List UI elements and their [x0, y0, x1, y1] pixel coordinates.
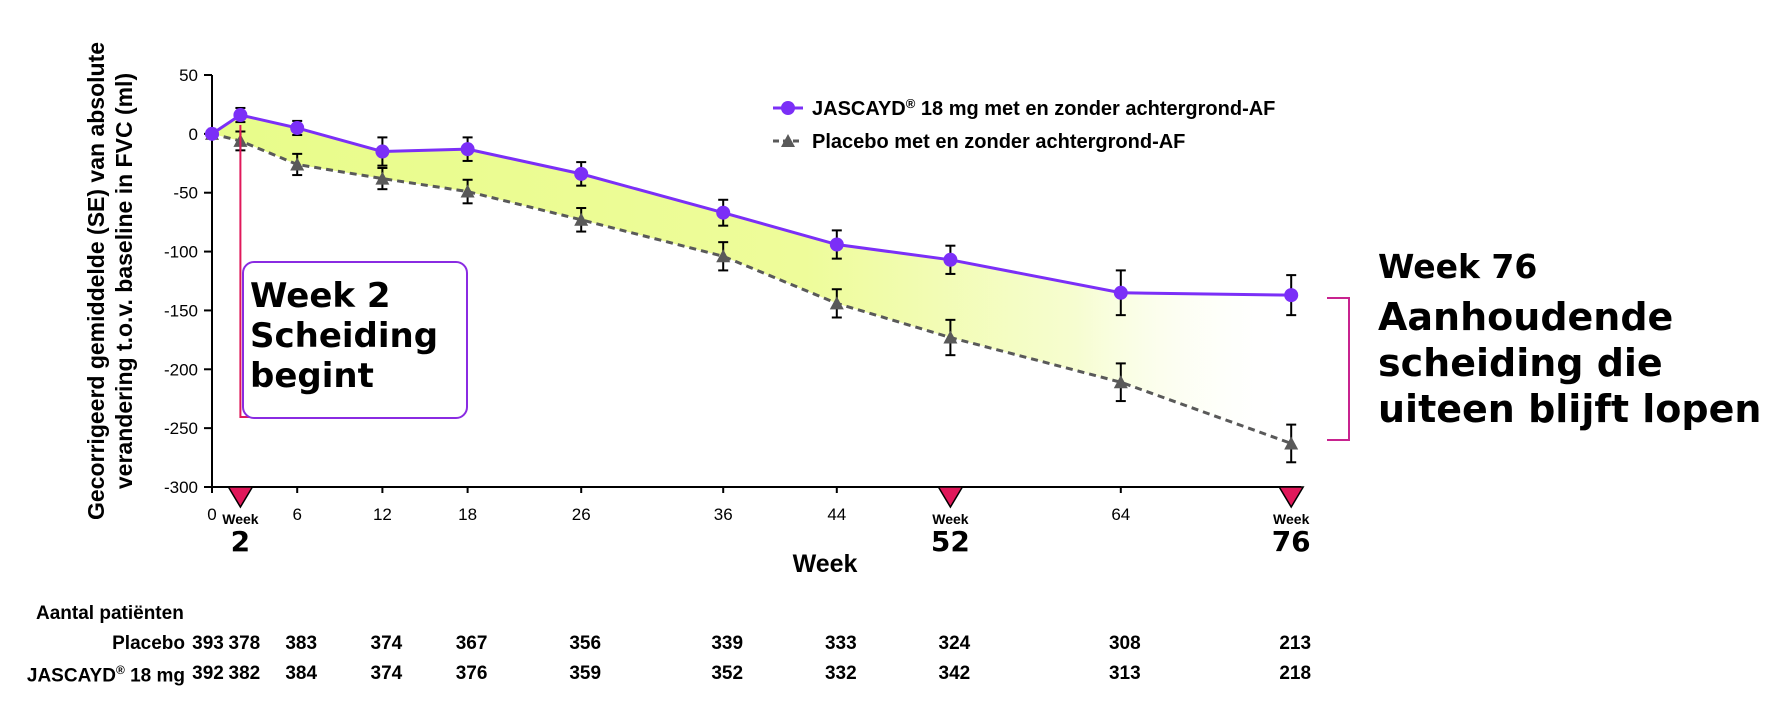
week-highlight-marker [1277, 486, 1305, 509]
patients-cell: 213 [1279, 633, 1312, 654]
x-tick-label-highlight: 76 [1272, 525, 1311, 558]
patients-cell: 376 [455, 663, 488, 684]
data-point [290, 120, 305, 135]
patients-cell: 378 [228, 633, 261, 654]
data-point [829, 296, 844, 310]
week76-line-3: uiteen blijft lopen [1378, 387, 1762, 431]
patients-row-label: JASCAYD® 18 mg [26, 663, 185, 687]
x-tick-label: 64 [1111, 505, 1130, 524]
data-point [375, 171, 390, 185]
data-point [574, 166, 589, 181]
data-point [460, 184, 475, 198]
patients-cell: 313 [1108, 663, 1141, 684]
data-point [1113, 285, 1128, 300]
data-point [716, 249, 731, 263]
week76-callout-text: Aanhoudende scheiding die uiteen blijft … [1378, 294, 1761, 432]
x-tick-highlight-prefix: Week [1273, 511, 1310, 527]
y-tick-label: 0 [189, 125, 198, 144]
data-point [233, 108, 248, 123]
data-point [574, 212, 589, 226]
y-tick-label: -300 [164, 478, 198, 497]
week-highlight-marker [937, 486, 964, 509]
patients-cell: 356 [569, 633, 602, 654]
data-point [1284, 288, 1299, 303]
x-tick-highlight-prefix: Week [222, 511, 259, 527]
week2-callout-text: Week 2 Scheiding begint [250, 276, 438, 396]
patients-cell: 342 [938, 663, 971, 684]
patients-cell: 333 [824, 633, 857, 654]
x-tick-label: 26 [572, 505, 591, 524]
y-tick-label: -50 [173, 184, 198, 203]
x-tick-label: 0 [207, 505, 216, 524]
legend-label: Placebo met en zonder achtergrond-AF [812, 131, 1185, 153]
week76-title: Week 76 [1378, 247, 1538, 286]
week2-line-3: begint [250, 356, 374, 396]
patients-cell: 374 [370, 663, 403, 684]
patients-cell: 308 [1108, 633, 1141, 654]
patients-table-title: Aantal patiënten [36, 603, 184, 624]
data-point [943, 252, 958, 267]
x-tick-label: 36 [714, 505, 733, 524]
week76-line-1: Aanhoudende [1378, 295, 1674, 339]
week-highlight-marker [227, 486, 254, 509]
legend-marker [781, 101, 795, 115]
week2-callout-box [242, 261, 468, 419]
data-point [460, 142, 475, 157]
week2-line-2: Scheiding [250, 316, 439, 356]
patients-cell: 332 [824, 663, 857, 684]
area-between-series [212, 115, 1292, 444]
data-point [829, 237, 844, 252]
patients-row-label: Placebo [112, 633, 185, 654]
patients-cell: 339 [711, 633, 744, 654]
patients-cell: 218 [1279, 663, 1312, 684]
patients-cell: 382 [228, 663, 261, 684]
data-point [1284, 436, 1299, 450]
patients-cell: 367 [455, 633, 488, 654]
patients-cell: 324 [938, 633, 971, 654]
data-point [375, 144, 390, 159]
series-0 [205, 106, 1299, 317]
y-tick-label: -250 [164, 419, 198, 438]
y-tick-label: -150 [164, 301, 198, 320]
week76-line-2: scheiding die [1378, 341, 1663, 385]
data-point [943, 330, 958, 344]
x-tick-label: 44 [827, 505, 846, 524]
data-point [1113, 375, 1128, 389]
x-axis-title: Week [793, 550, 858, 578]
patients-cell: 384 [285, 663, 318, 684]
week2-line-1: Week 2 [250, 276, 391, 316]
data-point [205, 126, 219, 141]
patients-cell: 392 [192, 663, 224, 684]
y-tick-label: -200 [164, 360, 198, 379]
data-point [290, 157, 305, 171]
legend-label: JASCAYD® 18 mg met en zonder achtergrond… [812, 96, 1275, 120]
x-tick-label: 6 [292, 505, 301, 524]
y-tick-label: -100 [164, 243, 198, 262]
patients-cell: 393 [192, 633, 224, 654]
x-tick-label: 12 [373, 505, 392, 524]
x-tick-label-highlight: 52 [931, 525, 970, 558]
series-1 [205, 126, 1299, 464]
y-axis-title: Gecorrigeerd gemiddelde (SE) van absolut… [83, 42, 137, 520]
patients-cell: 374 [370, 633, 403, 654]
x-tick-label: 18 [458, 505, 477, 524]
patients-cell: 383 [285, 633, 318, 654]
x-tick-label-highlight: 2 [231, 525, 250, 558]
week76-bracket [1327, 297, 1350, 441]
data-point [716, 205, 731, 220]
legend-marker [781, 134, 795, 147]
patients-cell: 359 [569, 663, 602, 684]
x-tick-highlight-prefix: Week [932, 511, 969, 527]
y-tick-label: 50 [179, 66, 198, 85]
patients-cell: 352 [711, 663, 744, 684]
